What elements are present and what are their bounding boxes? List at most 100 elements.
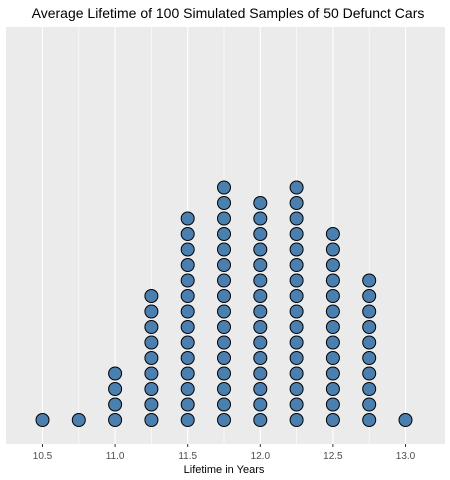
data-dot [108, 413, 123, 427]
x-tick-label: 10.5 [33, 451, 53, 462]
data-dot [253, 382, 268, 396]
data-dot [253, 211, 268, 226]
data-dot [362, 397, 377, 412]
data-dot [180, 227, 195, 241]
data-dot [253, 413, 268, 427]
data-dot [180, 289, 195, 303]
data-dot [289, 211, 304, 226]
data-dot [325, 397, 340, 412]
data-dot [71, 413, 86, 427]
data-dot [108, 382, 123, 396]
data-dot [217, 335, 231, 350]
data-dot [217, 242, 231, 257]
data-dot [108, 397, 123, 412]
data-dot [217, 180, 231, 195]
x-tick-label: 12.0 [251, 451, 271, 462]
data-dot [325, 304, 340, 319]
data-dot [253, 351, 268, 365]
data-dot [289, 242, 304, 257]
chart-title: Average Lifetime of 100 Simulated Sample… [32, 5, 425, 21]
data-dot [325, 413, 340, 427]
data-dot [325, 382, 340, 396]
data-dot [289, 289, 304, 303]
data-dot [217, 351, 231, 365]
data-dot [180, 366, 195, 381]
data-dot [362, 304, 377, 319]
data-dot [108, 366, 123, 381]
x-tick-label: 11.0 [106, 451, 125, 462]
data-dot [325, 351, 340, 365]
data-dot [253, 258, 268, 272]
data-dot [289, 196, 304, 210]
data-dot [325, 289, 340, 303]
data-dot [35, 413, 50, 427]
data-dot [325, 273, 340, 288]
data-dot [144, 413, 159, 427]
data-dot [180, 242, 195, 257]
data-dot [217, 304, 231, 319]
data-dot [217, 289, 231, 303]
data-dot [217, 382, 231, 396]
data-dot [289, 366, 304, 381]
data-dot [180, 320, 195, 334]
data-dot [217, 273, 231, 288]
data-dot [253, 227, 268, 241]
data-dot [289, 258, 304, 272]
data-dot [362, 366, 377, 381]
data-dot [362, 413, 377, 427]
data-dot [253, 304, 268, 319]
data-dot [289, 304, 304, 319]
data-dot [217, 366, 231, 381]
data-dot [325, 335, 340, 350]
data-dot [398, 413, 413, 427]
data-dot [253, 289, 268, 303]
data-dot [289, 335, 304, 350]
x-tick-label: 13.0 [396, 451, 416, 462]
data-dot [362, 351, 377, 365]
data-dot [217, 320, 231, 334]
data-dot [325, 366, 340, 381]
data-dot [362, 335, 377, 350]
data-dot [253, 273, 268, 288]
data-dot [180, 382, 195, 396]
x-axis-ticks: 10.5 11.0 11.5 12.0 12.5 13.0 [33, 444, 416, 462]
data-dot [253, 196, 268, 210]
data-dot [217, 211, 231, 226]
data-dot [325, 242, 340, 257]
data-dot [180, 413, 195, 427]
data-dot [289, 320, 304, 334]
data-dot [144, 289, 159, 303]
data-dot [325, 258, 340, 272]
data-dot [180, 273, 195, 288]
data-dot [180, 335, 195, 350]
data-dot [362, 289, 377, 303]
data-dot [217, 413, 231, 427]
data-dot [289, 351, 304, 365]
dot-markers [35, 180, 413, 427]
x-tick-label: 12.5 [323, 451, 343, 462]
data-dot [144, 382, 159, 396]
x-axis-label: Lifetime in Years [184, 464, 265, 476]
data-dot [217, 227, 231, 241]
data-dot [362, 273, 377, 288]
data-dot [217, 196, 231, 210]
data-dot [180, 258, 195, 272]
data-dot [217, 397, 231, 412]
data-dot [289, 180, 304, 195]
data-dot [289, 397, 304, 412]
data-dot [180, 351, 195, 365]
data-dot [289, 382, 304, 396]
data-dot [253, 335, 268, 350]
data-dot [325, 320, 340, 334]
data-dot [180, 397, 195, 412]
x-tick-label: 11.5 [178, 451, 197, 462]
data-dot [180, 211, 195, 226]
data-dot [144, 366, 159, 381]
data-dot [144, 351, 159, 365]
data-dot [289, 227, 304, 241]
data-dot [144, 320, 159, 334]
data-dot [180, 304, 195, 319]
data-dot [253, 366, 268, 381]
data-dot [253, 320, 268, 334]
